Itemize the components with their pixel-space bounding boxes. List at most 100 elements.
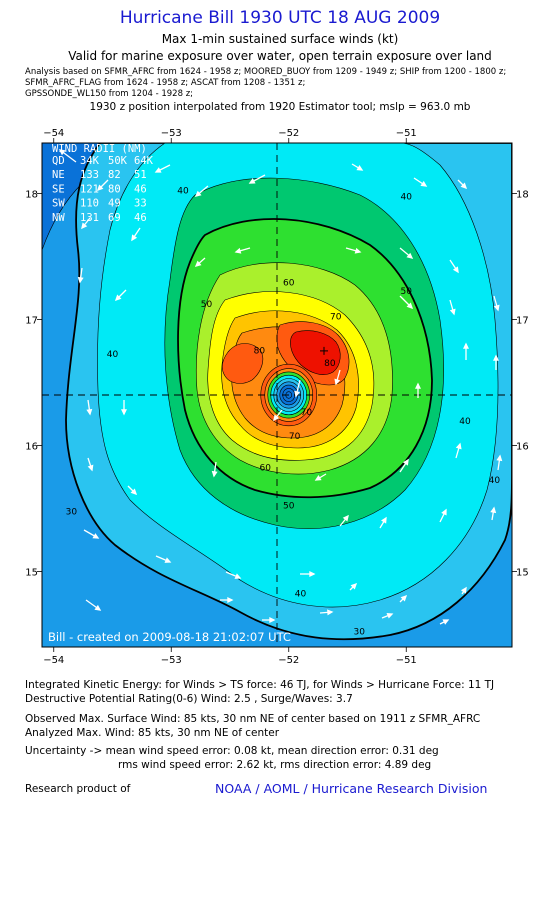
wind-radii-header-cell: 34K (80, 155, 100, 167)
wind-arrow-head (273, 414, 280, 422)
source-line-2: SFMR_AFRC_FLAG from 1624 - 1958 z; ASCAT… (25, 78, 306, 88)
wind-radii-cell: 133 (80, 169, 99, 181)
wind-radii-header-cell: QD (52, 155, 65, 167)
contour-label: 80 (254, 346, 266, 356)
x-tick-label: −51 (396, 655, 417, 666)
wind-arrow-head (400, 594, 408, 602)
wind-arrow-head (164, 557, 172, 563)
wind-radii-cell: 131 (80, 212, 99, 224)
y-tick-label: 17 (25, 315, 38, 326)
contour-label: 40 (459, 417, 471, 427)
contour-label: 70 (330, 312, 342, 322)
ike-text: Integrated Kinetic Energy: for Winds > T… (25, 679, 495, 691)
wind-arrow-head (96, 184, 104, 192)
wind-arrow-head (493, 304, 500, 312)
wind-radii-cell: 121 (80, 183, 99, 195)
wind-arrow-head (415, 382, 421, 389)
noaa-aoml-link[interactable]: NOAA / AOML / Hurricane Research Divisio… (215, 781, 488, 796)
wind-arrow-head (381, 516, 387, 524)
wind-arrow-head (86, 408, 93, 416)
contour-label: 70 (301, 408, 313, 418)
x-tick-label: −54 (43, 655, 64, 666)
chart-title: Hurricane Bill 1930 UTC 18 AUG 2009 (119, 8, 441, 28)
x-tick-label: −52 (278, 128, 299, 139)
wind-arrow-head (211, 470, 218, 478)
wind-field-plot: 40 40 50 50 60 70 80 80 40 40 70 70 60 50 40 30 40 30 −54… (25, 128, 529, 666)
x-tick-label: −51 (396, 128, 417, 139)
uncertainty-line-1: Uncertainty -> mean wind speed error: 0.… (25, 745, 439, 757)
contour-label: 70 (289, 432, 301, 442)
wind-arrow-head (234, 573, 242, 579)
y-tick-label: 17 (516, 315, 529, 326)
wind-radii-header-cell: 50K (108, 155, 128, 167)
wind-arrow-head (449, 308, 456, 316)
wind-arrow-head (452, 266, 459, 274)
wind-radii-title: WIND RADII (NM) (52, 143, 147, 155)
wind-arrow-head (386, 612, 394, 619)
contour-label: 40 (107, 350, 119, 360)
wind-arrow-head (248, 178, 256, 184)
contour-label: 50 (401, 287, 413, 297)
contour-label: 60 (283, 278, 295, 288)
wind-arrow-head (114, 294, 122, 302)
wind-arrow-head (455, 442, 462, 450)
wind-arrow-head (94, 604, 102, 611)
wind-arrow-head (314, 475, 322, 481)
wind-arrow-head (294, 390, 301, 398)
wind-radii-cell: NW (52, 212, 65, 224)
wind-radii-cell: SE (52, 183, 65, 195)
wind-arrow-head (269, 617, 276, 623)
wind-arrow-head (402, 458, 409, 466)
position-note: 1930 z position interpolated from 1920 E… (89, 101, 471, 113)
wind-arrow-head (327, 609, 334, 616)
wind-arrow-head (496, 454, 503, 462)
wind-arrow-head (490, 506, 497, 514)
wind-arrow-head (92, 533, 100, 539)
wind-arrow-head (356, 165, 364, 171)
research-label: Research product of (25, 783, 131, 795)
wind-radii-cell: 33 (134, 198, 147, 210)
max-wind-marker (320, 346, 328, 355)
wind-radii-header-cell: 64K (134, 155, 154, 167)
created-watermark: Bill - created on 2009-08-18 21:02:07 UT… (48, 630, 291, 644)
wind-radii-cell: 51 (134, 169, 147, 181)
wind-radii-cell: SW (52, 198, 65, 210)
wind-arrow-head (309, 571, 316, 577)
contour-label: 80 (324, 359, 336, 369)
wind-radii-cell: 69 (108, 212, 121, 224)
y-tick-label: 18 (25, 189, 38, 200)
wind-arrow-head (81, 222, 88, 230)
wind-contours: 40 40 50 50 60 70 80 80 40 40 70 70 60 50 40 30 40 30 (42, 143, 512, 647)
wind-arrow-head (420, 180, 428, 187)
contour-label: 40 (489, 476, 501, 486)
y-tick-label: 18 (516, 189, 529, 200)
analyzed-max-text: Analyzed Max. Wind: 85 kts, 30 nm NE of … (25, 727, 280, 739)
wind-radii-cell: 46 (134, 183, 147, 195)
contour-label: 40 (295, 590, 307, 600)
wind-arrow-head (350, 582, 358, 590)
wind-arrow-head (460, 586, 467, 594)
y-tick-label: 15 (25, 567, 38, 578)
observed-max-text: Observed Max. Surface Wind: 85 kts, 30 n… (25, 713, 481, 725)
wind-radii-cell: 110 (80, 198, 99, 210)
wind-arrow-head (58, 149, 66, 156)
wind-arrow-head (406, 252, 414, 259)
wind-arrow-head (354, 247, 362, 254)
wind-arrow-head (334, 378, 341, 386)
contour-label: 50 (201, 300, 213, 310)
y-tick-label: 16 (25, 441, 38, 452)
x-tick-label: −53 (161, 655, 182, 666)
y-tick-label: 16 (516, 441, 529, 452)
contour-label: 30 (354, 627, 366, 637)
dpr-text: Destructive Potential Rating(0-6) Wind: … (25, 693, 353, 705)
x-tick-label: −52 (278, 655, 299, 666)
wind-arrow-head (194, 260, 202, 267)
chart-subtitle-exposure: Valid for marine exposure over water, op… (68, 49, 492, 63)
wind-arrow-head (77, 276, 84, 284)
x-tick-label: −54 (43, 128, 64, 139)
x-tick-label: −53 (161, 128, 182, 139)
wind-radii-cell: NE (52, 169, 65, 181)
source-line-3: GPSSONDE_WL150 from 1204 - 1928 z; (25, 89, 194, 99)
wind-vectors (58, 149, 503, 625)
contour-label: 40 (401, 193, 413, 203)
